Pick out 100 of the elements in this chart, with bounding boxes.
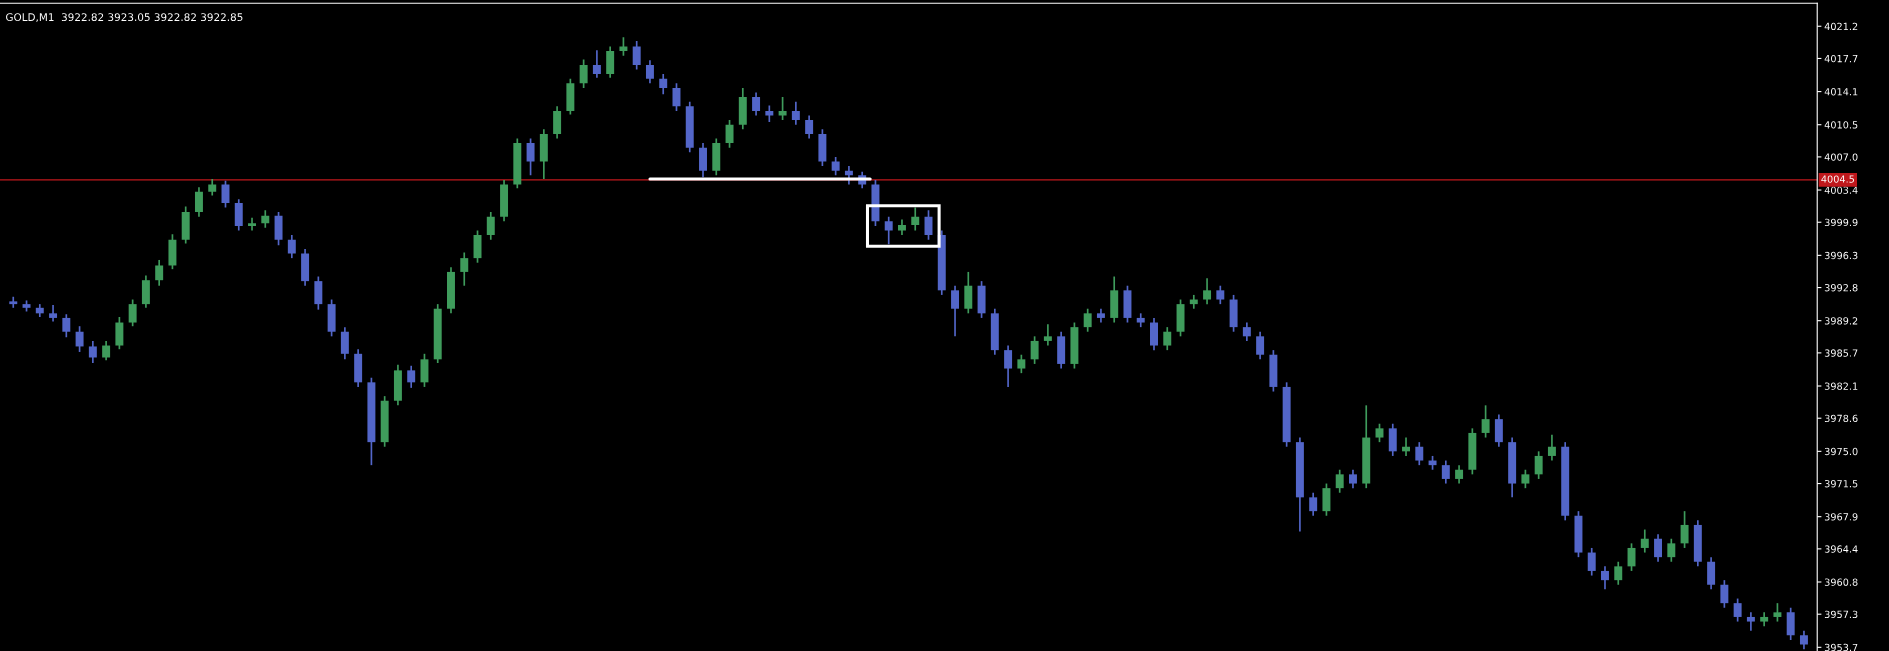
candlestick — [460, 251, 469, 287]
candlestick — [88, 340, 97, 364]
y-tick-label: 3964.4 — [1824, 545, 1858, 553]
candlestick — [1601, 565, 1609, 591]
y-tick-label: 4003.4 — [1824, 186, 1858, 194]
y-tick-label: 3996.3 — [1824, 251, 1858, 260]
candlestick — [1256, 330, 1265, 361]
candlestick — [194, 186, 203, 218]
y-tick-label: 3989.2 — [1824, 317, 1858, 325]
candlestick — [1348, 468, 1357, 489]
candlestick — [1534, 450, 1543, 480]
candlestick — [1441, 459, 1450, 485]
candlestick — [1083, 307, 1092, 333]
candlestick — [1216, 284, 1225, 305]
candlestick — [1203, 277, 1212, 305]
candlestick — [128, 298, 137, 328]
y-tick-label: 3985.7 — [1824, 349, 1858, 357]
candlestick — [645, 59, 654, 85]
candlestick — [287, 234, 296, 259]
candlestick — [659, 73, 668, 96]
candlestick — [1654, 533, 1663, 563]
candlestick — [1614, 560, 1623, 586]
candlestick — [606, 45, 615, 79]
candlestick — [1388, 422, 1397, 457]
text: GOLD,M1 3922.82 3923.05 3922.82 3922.85 — [6, 13, 243, 23]
candlestick — [314, 275, 323, 311]
y-tick-label: 3957.3 — [1824, 610, 1858, 619]
candlestick — [1335, 468, 1344, 494]
candlestick — [1030, 335, 1039, 365]
y-tick-label: 4021.2 — [1824, 22, 1858, 31]
candlestick — [1322, 482, 1331, 517]
candlestick — [911, 206, 920, 232]
candlestick — [407, 364, 416, 389]
candlestick — [778, 96, 787, 121]
y-tick-label: 3982.1 — [1824, 382, 1858, 390]
candlestick — [1043, 323, 1052, 347]
candlestick — [1521, 468, 1530, 489]
y-tick-label: 4007.0 — [1824, 153, 1858, 161]
candlestick — [1746, 611, 1755, 632]
candlestick — [1547, 433, 1556, 462]
y-tick-label: 3967.9 — [1824, 513, 1858, 521]
candlestick — [155, 259, 164, 287]
candlestick — [1786, 606, 1795, 641]
candlestick — [1017, 353, 1026, 374]
candlestick — [1667, 537, 1676, 563]
y-tick-label: 3971.5 — [1824, 480, 1858, 488]
candlestick — [1375, 422, 1384, 443]
candlestick — [632, 40, 641, 71]
candlestick — [752, 91, 761, 117]
candlestick — [1720, 579, 1729, 609]
candlestick — [725, 119, 734, 149]
y-tick-label: 4017.7 — [1824, 54, 1858, 63]
candlestick — [964, 271, 973, 315]
candlestick — [1707, 556, 1716, 591]
candlestick — [951, 284, 960, 338]
candlestick — [486, 211, 495, 241]
candlestick — [884, 215, 893, 246]
candlestick — [420, 352, 429, 388]
candlestick — [1309, 491, 1318, 517]
candlestick — [1415, 441, 1424, 466]
y-tick-label: 4014.1 — [1824, 88, 1858, 96]
candlestick — [1733, 597, 1742, 623]
candlestick — [115, 316, 124, 351]
candlestick — [141, 274, 150, 309]
candlestick — [553, 105, 562, 140]
candlestick — [248, 216, 256, 232]
y-tick-label: 3978.6 — [1824, 414, 1858, 423]
y-tick-label: 3975.0 — [1824, 447, 1858, 456]
candlestick — [1150, 317, 1158, 351]
candlestick — [526, 137, 535, 177]
candlestick — [102, 340, 111, 362]
candlestick — [1587, 547, 1596, 577]
candlestick — [791, 100, 800, 126]
candlestick — [1481, 404, 1490, 439]
y-tick-label: 3999.9 — [1824, 218, 1858, 227]
y-tick-label: 3992.8 — [1824, 284, 1858, 292]
candlestick — [699, 142, 707, 178]
candlestick — [1680, 510, 1689, 549]
candlestick — [1163, 326, 1172, 351]
candlestick — [1494, 413, 1503, 448]
candlestick — [75, 325, 84, 353]
y-tick-label: 4010.5 — [1824, 121, 1858, 129]
candlestick — [1640, 528, 1649, 554]
ref-line-label: 4004.5 — [1821, 175, 1855, 183]
candlestick — [1455, 464, 1464, 485]
candlestick — [340, 326, 349, 361]
candlestick — [805, 114, 814, 140]
candlestick — [1799, 629, 1808, 650]
candlestick — [619, 36, 628, 57]
candlestick — [1773, 602, 1782, 623]
candlestick — [1004, 344, 1013, 388]
candlestick — [234, 198, 243, 232]
candlestick — [274, 211, 283, 247]
candlestick — [579, 58, 588, 89]
y-tick-label: 3953.7 — [1824, 643, 1858, 651]
candlestick — [1242, 321, 1251, 342]
y-tick-label: 3960.8 — [1824, 578, 1858, 586]
candlestick — [831, 156, 840, 177]
candlestick — [592, 49, 601, 79]
candlestick — [62, 313, 71, 339]
